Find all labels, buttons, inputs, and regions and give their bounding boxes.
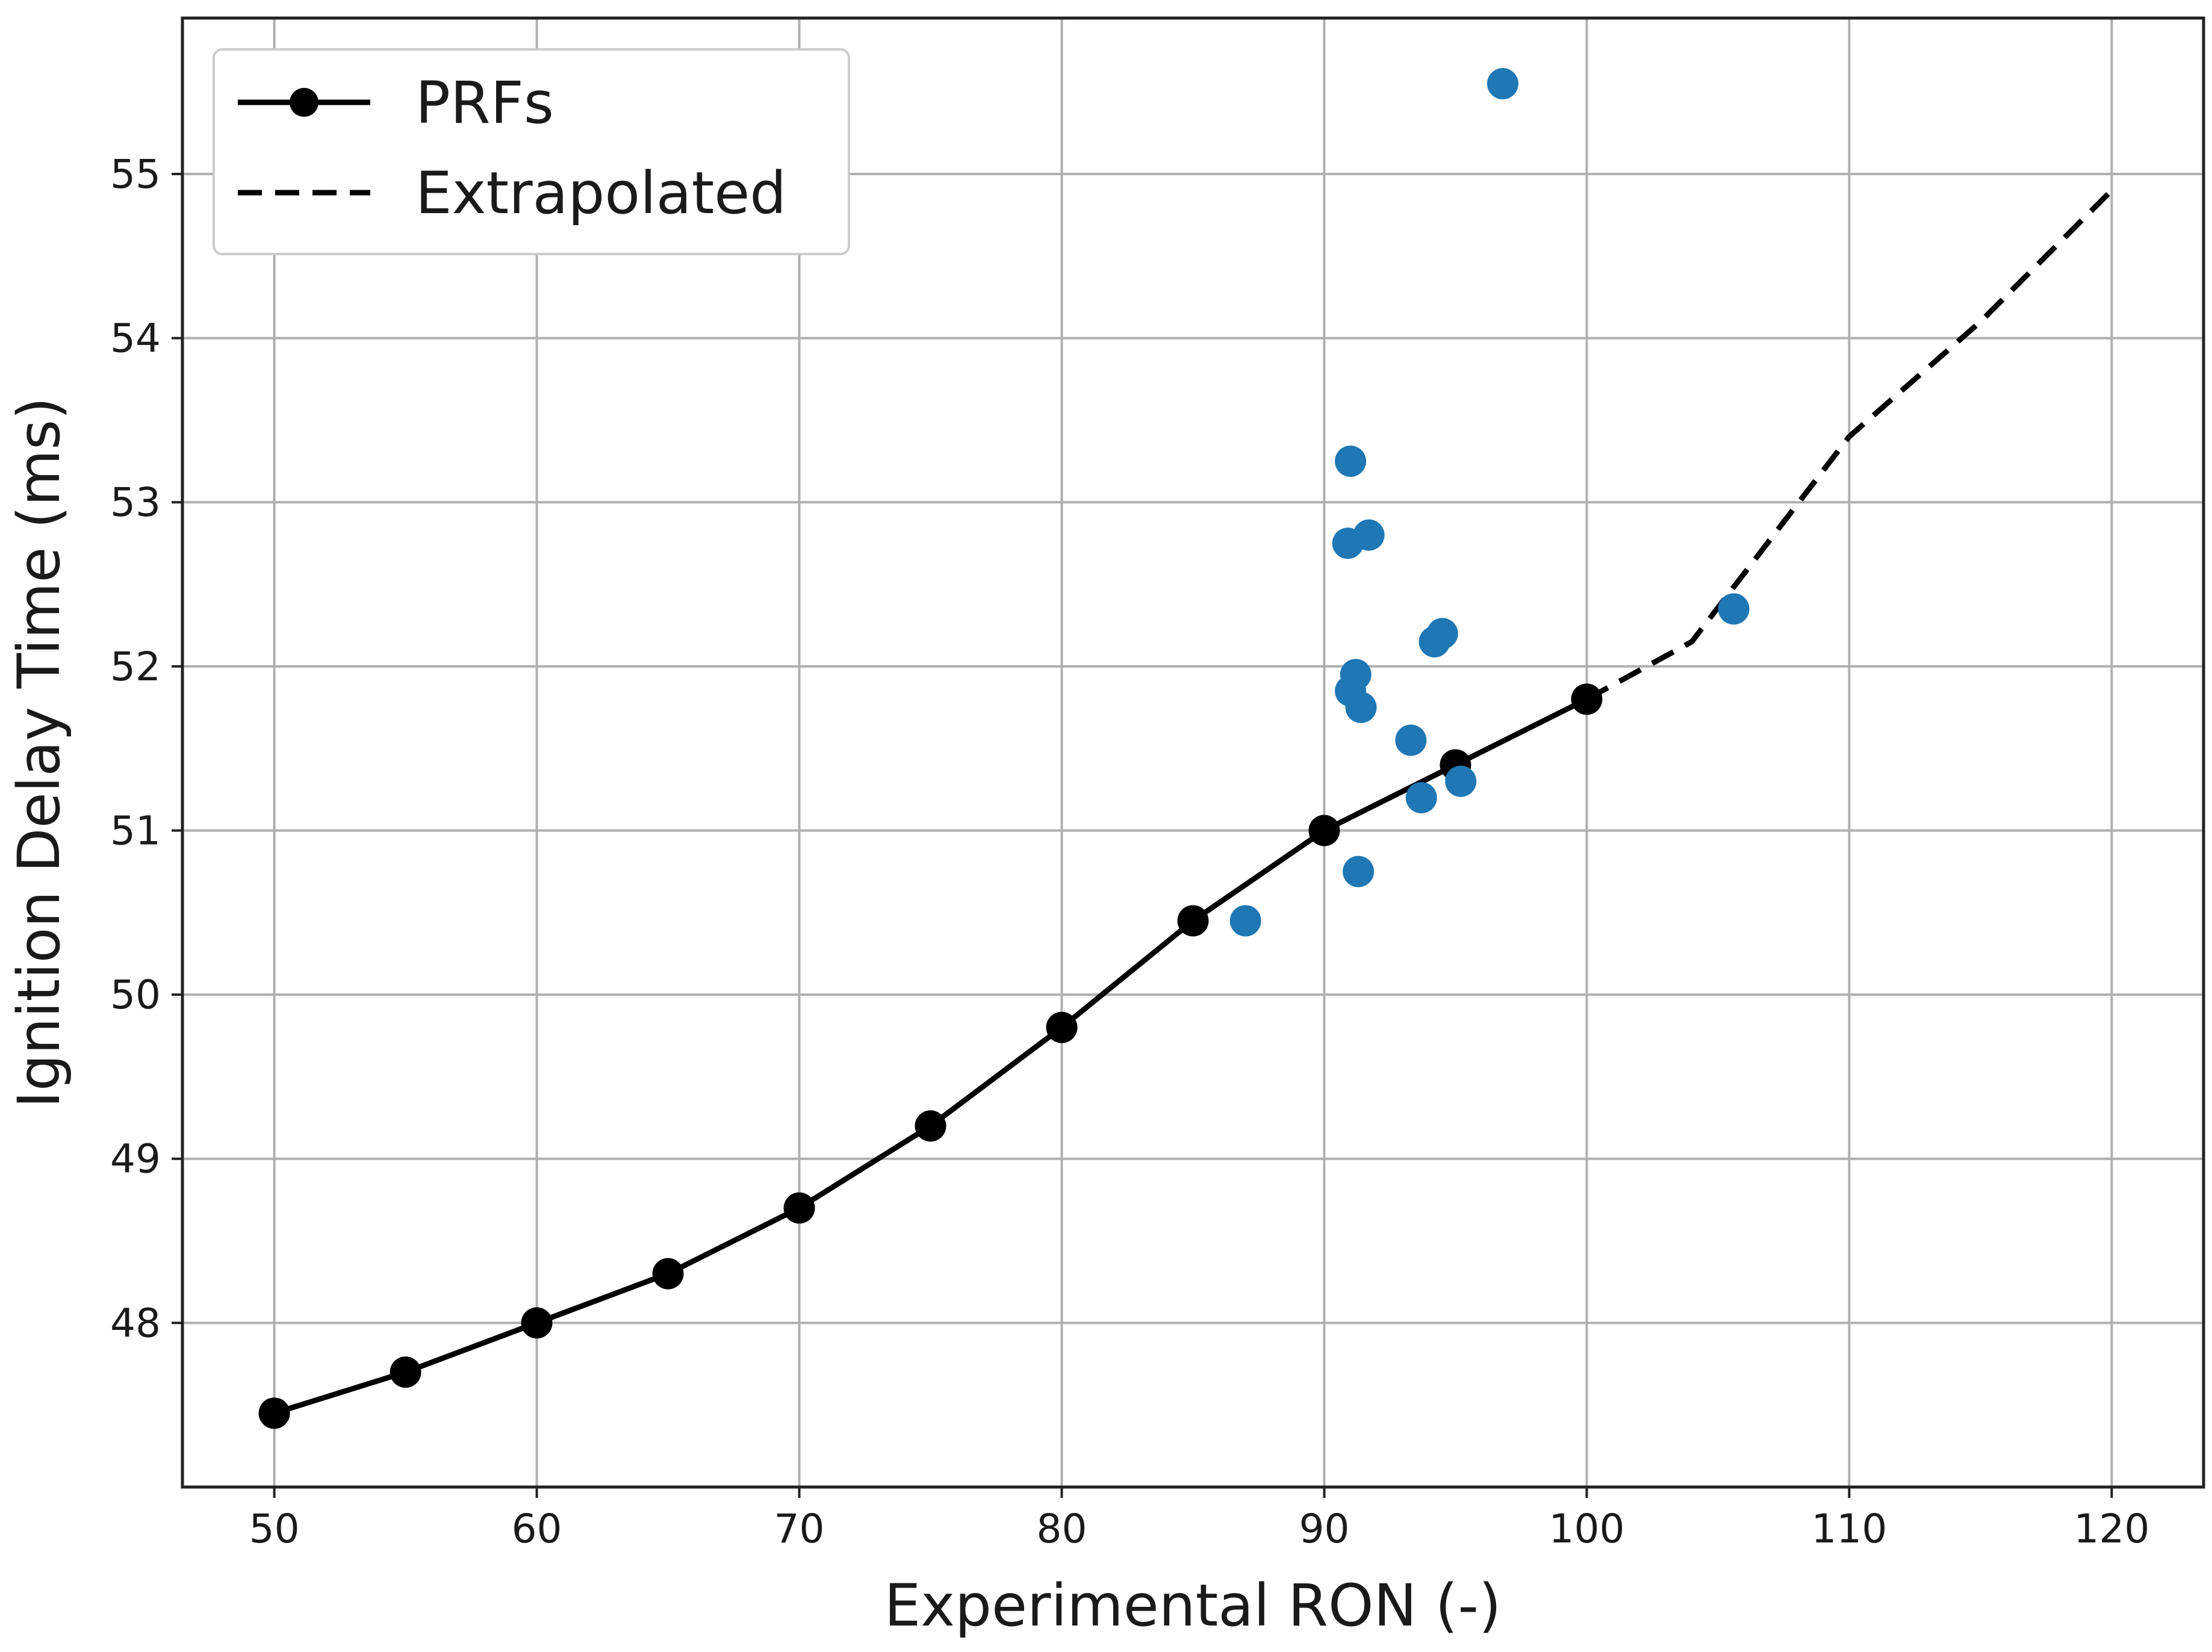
fuel-scatter-point: [1426, 618, 1458, 650]
fuel-scatter-point: [1335, 446, 1367, 477]
x-tick-label: 100: [1549, 1506, 1624, 1552]
y-tick-label: 55: [110, 151, 161, 197]
fuel-scatter-point: [1718, 593, 1750, 625]
fuel-scatter-point: [1487, 68, 1518, 100]
fuel-scatter-point: [1229, 905, 1261, 937]
legend-prf-marker: [290, 88, 318, 117]
axes-frame: [181, 16, 2205, 1489]
y-tick-label: 51: [110, 807, 161, 854]
y-tick-label: 53: [110, 479, 161, 526]
x-tick-label: 50: [249, 1506, 300, 1552]
x-tick-label: 120: [2074, 1506, 2149, 1552]
prf-marker: [1308, 815, 1340, 846]
fuel-scatter-point: [1395, 724, 1427, 756]
extrapolated-line: [1585, 188, 2114, 702]
prf-marker: [783, 1192, 815, 1224]
legend-label-extrapolated: Extrapolated: [415, 160, 786, 227]
y-tick-label: 50: [110, 972, 161, 1018]
fuel-scatter-point: [1353, 519, 1385, 551]
legend-label-prfs: PRFs: [415, 69, 554, 137]
legend: PRFs Extrapolated: [213, 48, 850, 255]
prf-marker: [521, 1307, 553, 1339]
x-tick-label: 80: [1037, 1506, 1087, 1552]
x-tick-label: 60: [512, 1506, 562, 1552]
fuel-scatter-point: [1343, 856, 1375, 887]
y-tick-label: 49: [110, 1136, 161, 1182]
series-layer: [258, 68, 2114, 1429]
x-tick-label: 110: [1811, 1506, 1887, 1552]
y-tick-label: 48: [110, 1300, 161, 1346]
prf-marker: [1046, 1011, 1078, 1043]
grid-layer: [182, 18, 2204, 1487]
x-axis-title: Experimental RON (-): [884, 1572, 1502, 1639]
x-tick-label: 70: [774, 1506, 825, 1552]
prf-line: [273, 697, 1588, 1416]
legend-box: [213, 48, 850, 255]
y-tick-label: 54: [110, 315, 161, 362]
fuel-scatter-point: [1445, 765, 1477, 797]
prf-marker: [915, 1110, 946, 1142]
prf-marker: [1177, 905, 1209, 937]
x-tick-label: 90: [1299, 1506, 1349, 1552]
prf-marker: [390, 1356, 421, 1388]
prf-marker: [652, 1258, 684, 1290]
tick-layer: 50 60 70 80 90 100 110 120 48 49 50 51 52 53 54 55: [110, 151, 2149, 1552]
prf-marker: [258, 1397, 290, 1429]
y-axis-title: Ignition Delay Time (ms): [5, 397, 73, 1108]
y-tick-label: 52: [110, 644, 161, 690]
fuel-scatter-point: [1405, 781, 1437, 813]
fuel-scatter-point: [1345, 692, 1377, 724]
